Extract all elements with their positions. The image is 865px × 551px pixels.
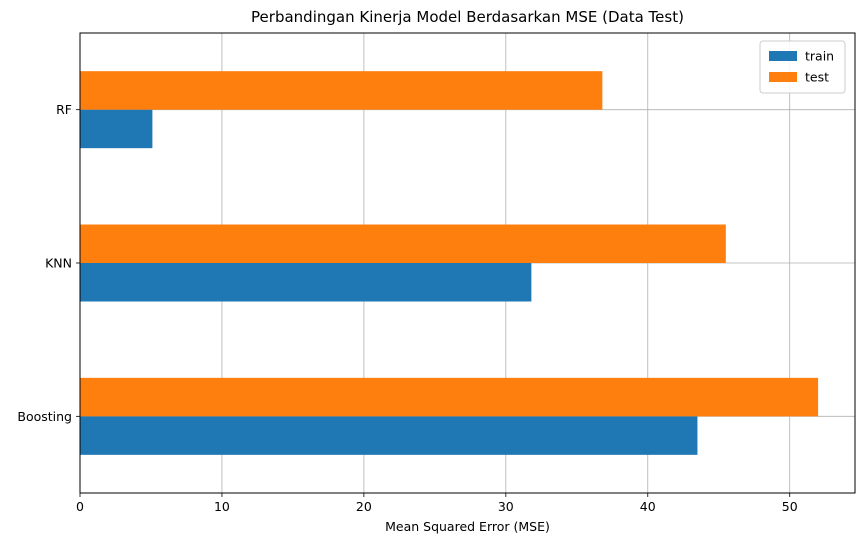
x-tick-label: 50: [782, 499, 798, 514]
x-axis-label: Mean Squared Error (MSE): [385, 519, 550, 534]
x-tick-label: 10: [214, 499, 230, 514]
bar-test-boosting: [80, 377, 819, 417]
x-axis-ticks: 0 10 20 30 40 50: [76, 493, 798, 514]
y-tick-label: Boosting: [17, 409, 72, 424]
legend-swatch-test: [769, 72, 797, 82]
bar-train-boosting: [80, 416, 698, 455]
x-tick-label: 0: [76, 499, 84, 514]
y-tick-label: RF: [56, 102, 72, 117]
bars: [80, 71, 819, 455]
legend: train test: [759, 40, 846, 94]
legend-label-train: train: [805, 49, 834, 64]
bar-train-rf: [80, 109, 153, 149]
bar-test-rf: [80, 71, 603, 110]
legend-swatch-train: [769, 51, 797, 61]
x-tick-label: 30: [498, 499, 514, 514]
bar-test-knn: [80, 224, 726, 263]
y-axis-ticks: RF KNN Boosting: [17, 102, 80, 424]
y-tick-label: KNN: [45, 256, 72, 271]
x-tick-label: 20: [356, 499, 372, 514]
bar-train-knn: [80, 263, 532, 302]
chart-title: Perbandingan Kinerja Model Berdasarkan M…: [251, 8, 684, 26]
x-tick-label: 40: [640, 499, 656, 514]
legend-label-test: test: [805, 70, 829, 85]
